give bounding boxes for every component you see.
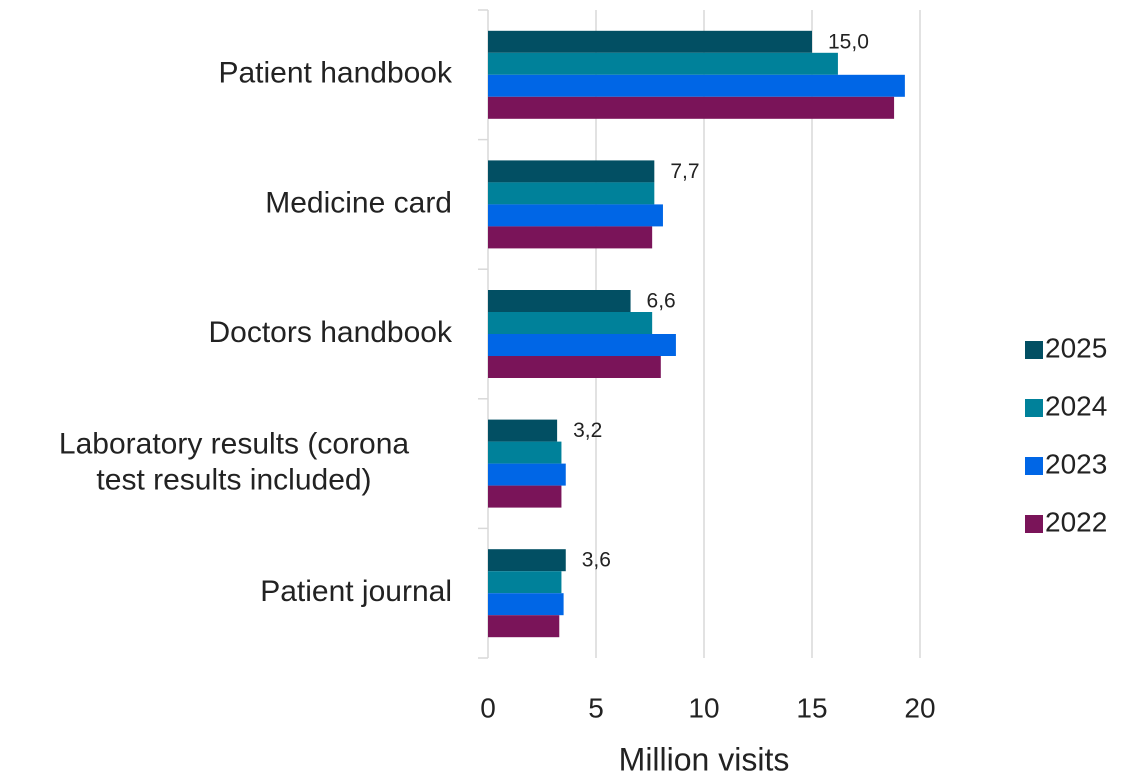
bar <box>488 356 661 378</box>
bar <box>488 485 562 508</box>
bar <box>488 182 655 205</box>
data-label: 15,0 <box>828 30 869 53</box>
data-label: 7,7 <box>670 160 699 183</box>
x-tick-label: 5 <box>588 692 604 723</box>
legend-label: 2025 <box>1045 332 1107 363</box>
bar <box>488 52 838 75</box>
bar <box>488 226 653 249</box>
bar <box>488 419 558 442</box>
data-label: 6,6 <box>647 290 676 313</box>
legend-swatch <box>1025 341 1043 359</box>
x-tick-label: 0 <box>480 692 496 723</box>
y-tick-label: Doctors handbook <box>209 316 453 349</box>
bar <box>488 96 895 119</box>
legend-swatch <box>1025 515 1043 533</box>
y-tick-label: Medicine card <box>265 186 452 219</box>
bar <box>488 615 560 638</box>
x-axis-title: Million visits <box>619 741 790 777</box>
bar <box>488 204 663 227</box>
x-tick-label: 15 <box>796 692 827 723</box>
legend-swatch <box>1025 457 1043 475</box>
y-tick-label: Patient handbook <box>218 57 453 90</box>
legend-label: 2023 <box>1045 448 1107 479</box>
legend-label: 2024 <box>1045 390 1107 421</box>
y-tick-label: Laboratory results (corona test results i… <box>59 428 409 497</box>
data-label: 3,6 <box>582 549 611 572</box>
bar <box>488 74 905 97</box>
bar <box>488 30 812 53</box>
bar <box>488 290 631 312</box>
bar <box>488 312 653 334</box>
bar <box>488 441 562 464</box>
bar <box>488 160 655 183</box>
legend-swatch <box>1025 399 1043 417</box>
bar <box>488 463 566 486</box>
bar <box>488 593 564 616</box>
bar <box>488 549 566 572</box>
x-tick-label: 10 <box>688 692 719 723</box>
bar <box>488 571 562 594</box>
bar <box>488 334 676 356</box>
data-label: 3,2 <box>573 419 602 442</box>
x-tick-label: 20 <box>904 692 935 723</box>
legend-label: 2022 <box>1045 506 1107 537</box>
y-tick-label: Patient journal <box>260 575 452 608</box>
